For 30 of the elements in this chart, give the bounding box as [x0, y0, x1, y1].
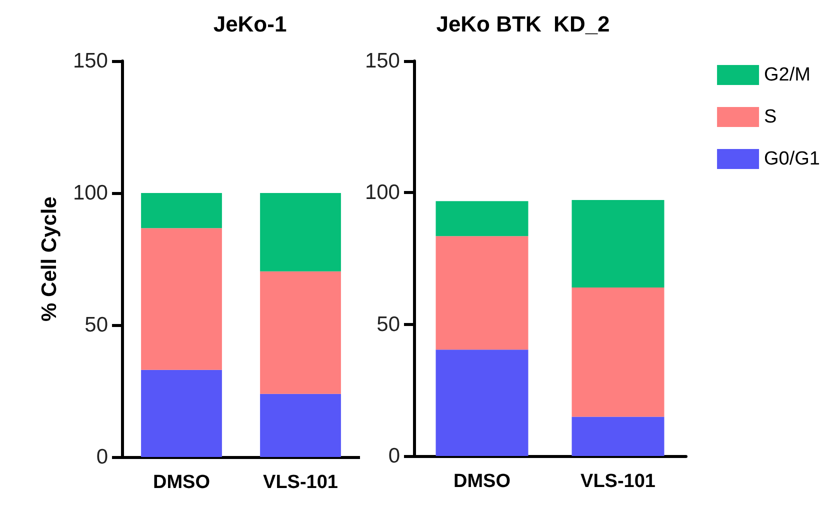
bar [141, 370, 222, 457]
chart-title: JeKo-1 [213, 12, 287, 36]
legend-label: G0/G1 [764, 148, 820, 170]
legend-label: S [764, 106, 777, 128]
y-tick-label: 50 [376, 312, 400, 336]
x-tick-label: DMSO [454, 471, 510, 492]
bar [260, 271, 341, 394]
bar [141, 193, 222, 228]
bar [572, 416, 664, 456]
bar [572, 200, 664, 288]
y-tick-label: 0 [388, 444, 400, 468]
bar [260, 394, 341, 457]
y-tick-label: 50 [84, 314, 108, 336]
x-tick-label: VLS-101 [580, 471, 656, 492]
bar [260, 193, 341, 272]
legend-label: G2/M [764, 64, 810, 86]
y-tick-label: 100 [364, 181, 400, 204]
bar [436, 201, 528, 236]
bar [436, 350, 528, 456]
y-tick-label: 0 [96, 446, 108, 468]
bar [141, 228, 222, 370]
y-tick-label: 100 [72, 182, 108, 204]
y-tick-label: 150 [364, 50, 400, 72]
y-axis-title: % Cell Cycle [38, 196, 61, 322]
bar [436, 236, 528, 350]
chart-title: JeKo BTK KD_2 [436, 12, 610, 36]
y-tick-label: 150 [72, 50, 108, 72]
bar [572, 287, 664, 417]
x-tick-label: VLS-101 [263, 472, 338, 493]
x-tick-label: DMSO [153, 472, 210, 493]
